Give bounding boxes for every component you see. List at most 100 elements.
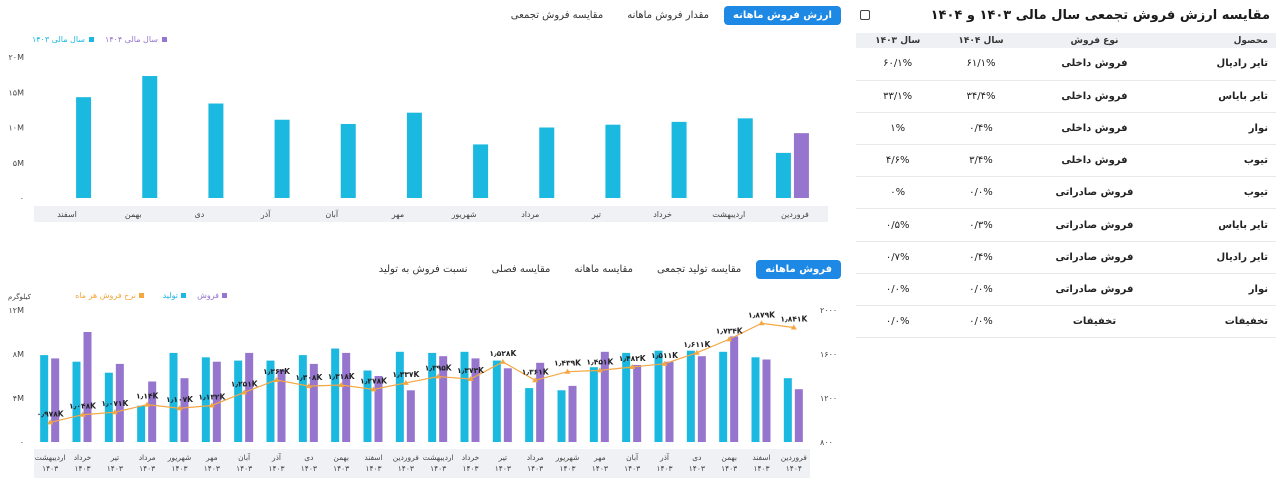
x-tick-month: بهمن [721,453,737,462]
x-tick-month: فروردین [393,453,420,462]
rate-point [241,389,248,395]
comparison-table: محصول نوع فروش سال ۱۴۰۴ سال ۱۴۰۳ تایر را… [856,33,1276,339]
x-tick-month: تیر [110,453,120,462]
tab-cumulative-production[interactable]: مقایسه تولید تجمعی [656,264,742,275]
y-tick-label: ۲۰M [9,53,25,62]
bar-sales [374,376,383,442]
rate-point [111,409,118,415]
x-tick-month: آذر [271,452,282,462]
legend-swatch-rate [139,293,144,298]
y-right-tick-label: ۲۰۰۰ [820,306,837,315]
bar-sales [342,352,351,442]
x-tick-year: ۱۴۰۴ [786,464,802,473]
x-tick-year: ۱۴۰۳ [527,464,543,473]
tab-monthly-sales[interactable]: فروش ماهانه [756,260,841,279]
cell-product: تخفیفات [1166,305,1276,339]
bar-1404 [793,133,809,198]
rate-data-label: ۱٫۳۱۸K [328,372,356,381]
legend-label-sales: فروش [197,291,219,300]
tab-seasonal-comparison[interactable]: مقایسه فصلی [491,264,551,275]
bar-sales [503,368,512,442]
cell-sale-type: فروش داخلی [1022,112,1167,146]
rate-data-label: ۱٫۳۹۵K [425,364,453,373]
x-tick-year: ۱۴۰۳ [753,464,769,473]
rate-data-label: ۱٫۵۱۱K [651,351,679,360]
table-header-row: محصول نوع فروش سال ۱۴۰۴ سال ۱۴۰۳ [856,33,1276,48]
x-tick-year: ۱۴۰۳ [204,464,220,473]
tab-sales-to-production[interactable]: نسبت فروش به تولید [378,264,468,275]
rate-point [273,376,280,382]
x-tick-year: ۱۴۰۳ [333,464,349,473]
bar-sales [730,336,739,442]
y-right-tick-label: ۸۰۰ [820,438,833,447]
rate-data-label: ۱٫۱۳۲K [198,392,226,401]
cell-1403: ۰/۰% [856,305,940,339]
bar-sales [665,361,674,442]
bar-production [395,351,404,442]
rate-point [338,382,345,388]
x-tick-label: مرداد [521,210,539,219]
bar-production [719,351,728,442]
rate-point [47,419,54,425]
x-tick-year: ۱۴۰۳ [107,464,123,473]
table-row: تایر بایاس فروش صادراتی ۰/۳% ۰/۵% [856,208,1276,242]
x-tick-month: اسفند [364,453,382,462]
rate-point [370,386,377,392]
rate-data-label: ۱٫۷۳۴K [716,326,744,335]
bar-production [783,378,792,442]
cell-1403: ۱% [856,112,940,146]
bar-production [589,367,598,442]
monthly-sales-value-chart: سال مالی ۱۴۰۴ سال مالی ۱۴۰۳ ۲۰M ۱۵M ۱۰M ۵M ۰ فر… [9,35,828,222]
x-tick-year: ۱۴۰۳ [301,464,317,473]
cell-1404: ۳/۴% [939,144,1023,178]
tab-monthly-comparison[interactable]: مقایسه ماهانه [574,264,633,275]
x-tick-year: ۱۴۰۳ [495,464,511,473]
legend-label-1403: سال مالی ۱۴۰۳ [32,35,85,44]
rate-data-label: ۱٫۰۴۸K [69,402,97,411]
x-tick-year: ۱۴۰۳ [139,464,155,473]
cell-sale-type: فروش داخلی [1022,144,1167,178]
rate-point [176,405,183,411]
x-tick-month: آبان [238,452,251,462]
cell-product: نوار [1166,273,1276,307]
rate-point [629,363,636,369]
y-tick-label: ۱۵M [9,88,25,97]
bar-1403 [775,152,791,198]
x-tick-month: شهریور [167,453,191,462]
tab-monthly-sales-value[interactable]: ارزش فروش ماهانه [724,6,841,25]
export-icon[interactable] [860,10,870,20]
bar-production [686,350,695,442]
bar-sales [536,362,545,442]
cell-1403: ۰/۰% [856,273,940,307]
x-tick-label: آبان [325,209,339,219]
rate-data-label: ۱٫۳۶۱K [522,367,550,376]
bar-production [234,360,243,442]
rate-data-label: ۱٫۳۷۳K [457,366,485,375]
tab-monthly-sales-quantity[interactable]: مقدار فروش ماهانه [627,10,710,21]
x-tick-month: آبان [626,452,639,462]
rate-data-label: ۰٫۹۷۸K [37,409,65,418]
rate-point [532,377,539,383]
rate-point [790,324,797,330]
y-axis-title: کیلوگرم [8,292,32,301]
x-tick-year: ۱۴۰۳ [559,464,575,473]
x-tick-month: فروردین [781,453,808,462]
x-tick-label: مهر [391,210,404,219]
header-year-1404: سال ۱۴۰۴ [939,33,1023,48]
rate-data-label: ۱٫۳۳۷K [392,370,420,379]
bar-sales [148,381,157,442]
tab-cumulative-sales[interactable]: مقایسه فروش تجمعی [510,10,604,21]
legend: سال مالی ۱۴۰۴ سال مالی ۱۴۰۳ [32,35,167,44]
y-tick-label: ۱۰M [9,124,25,133]
monthly-production-sales-chart: فروش تولید نرخ فروش هر ماه کیلوگرم ۱۲M ۸M ۴M ۰ ۲… [8,291,837,478]
rate-point [79,411,86,417]
y-left-tick-label: ۱۲M [9,306,25,315]
rate-data-label: ۱٫۰۷۱K [101,399,129,408]
bar-1403 [605,124,621,198]
bar-production [428,352,437,442]
bar-1403 [737,118,753,198]
x-tick-year: ۱۴۰۳ [398,464,414,473]
bar-sales [633,365,642,442]
rate-data-label: ۱٫۱۰۷K [166,395,194,404]
cell-sale-type: فروش داخلی [1022,80,1167,113]
